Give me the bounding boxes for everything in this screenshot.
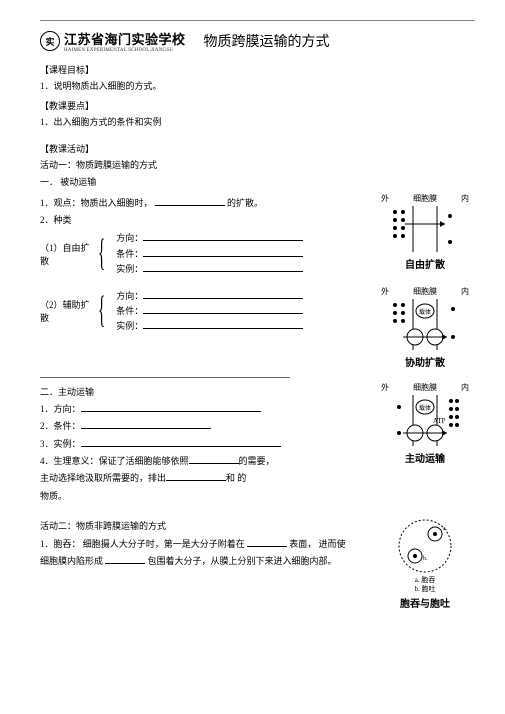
p1-1b: 的扩散。 xyxy=(227,198,263,208)
free-diffusion-svg xyxy=(385,204,465,254)
lab-mem: 细胞膜 xyxy=(413,193,437,204)
school-name: 江苏省海门实验学校 HAIMEN EXPERIMENTAL SCHOOL,JIA… xyxy=(64,29,186,53)
activity-1: 活动一：物质跨膜运输的方式 xyxy=(40,158,475,172)
blank xyxy=(143,319,303,329)
header: 实 江苏省海门实验学校 HAIMEN EXPERIMENTAL SCHOOL,J… xyxy=(40,29,475,53)
lab-mem: 细胞膜 xyxy=(413,382,437,393)
svg-text:a.: a. xyxy=(443,526,448,532)
lab-in: 内 xyxy=(461,286,469,297)
cond-label: 条件： xyxy=(116,249,143,259)
ex-label: 实例： xyxy=(116,321,143,331)
diagram-free-diffusion: 外 细胞膜 内 自由扩散 xyxy=(375,193,475,271)
blank xyxy=(81,419,211,429)
blank xyxy=(166,471,226,481)
lab-out: 外 xyxy=(381,193,389,204)
lab-in: 内 xyxy=(461,382,469,393)
blank xyxy=(81,437,281,447)
facilitated-svg: 载体 xyxy=(385,297,465,352)
endo-2b: 包围着大分子，从膜上分别下来进入细胞内部。 xyxy=(148,556,337,566)
goal-1: 1．说明物质出入细胞的方式。 xyxy=(40,79,475,93)
blank xyxy=(143,289,303,299)
dir-label: 方向： xyxy=(116,291,143,301)
d4-sublabels: a. 胞吞 b. 胞吐 xyxy=(375,576,475,593)
d4-label: 胞吞与胞吐 xyxy=(375,595,475,610)
diagram-active: 外 细胞膜 内 载体 ATP 主动运输 xyxy=(375,382,475,465)
lab-out: 外 xyxy=(381,382,389,393)
svg-text:b.: b. xyxy=(423,556,428,562)
active-sig-b: 的需要， xyxy=(239,456,275,466)
d1-label: 自由扩散 xyxy=(375,256,475,271)
d4b: b. 胞吐 xyxy=(415,585,436,593)
endo-2a: 细胞膜内陷形成 xyxy=(40,556,103,566)
active-5a: 主动选择地汲取所需要的，排出 xyxy=(40,473,166,483)
blank xyxy=(105,554,145,564)
page-title: 物质跨膜运输的方式 xyxy=(204,31,330,51)
school-en: HAIMEN EXPERIMENTAL SCHOOL,JIANGSU xyxy=(64,48,186,53)
kinds: 2．种类 xyxy=(40,213,375,227)
cond-label: 条件： xyxy=(116,306,143,316)
lab-in: 内 xyxy=(461,193,469,204)
endo-exo-svg: a. b. xyxy=(385,516,465,576)
active-cond: 2．条件： xyxy=(40,421,81,431)
school-cn: 江苏省海门实验学校 xyxy=(64,29,186,48)
svg-text:ATP: ATP xyxy=(433,417,446,425)
active-5b: 和 的 xyxy=(226,473,246,483)
passive-heading: 一． 被动运输 xyxy=(40,175,475,189)
item2-label: （2）辅助扩散 xyxy=(40,298,98,324)
blank xyxy=(143,304,303,314)
school-logo: 实 xyxy=(40,31,60,51)
brace-icon: { xyxy=(98,248,105,259)
blank xyxy=(189,454,239,464)
top-rule xyxy=(40,20,475,21)
blank xyxy=(247,537,287,547)
section-key: 【教课要点】 xyxy=(40,99,475,112)
svg-text:载体: 载体 xyxy=(419,404,431,412)
section-goal: 【课程目标】 xyxy=(40,63,475,76)
active-6: 物质。 xyxy=(40,489,375,503)
blank xyxy=(143,231,303,241)
key-1: 1．出入细胞方式的条件和实例 xyxy=(40,115,475,129)
blank xyxy=(81,402,261,412)
carrier-text: 载体 xyxy=(419,308,431,316)
item1-label: （1）自由扩散 xyxy=(40,241,98,267)
diagram-endo-exo: a. b. a. 胞吞 b. 胞吐 胞吞与胞吐 xyxy=(375,516,475,610)
point-1: 1．观点：物质出入细胞时， 的扩散。 xyxy=(40,196,375,210)
active-heading: 二．主动运输 xyxy=(40,385,375,399)
brace-icon: { xyxy=(98,305,105,316)
diagram-facilitated: 外 细胞膜 内 载体 协助扩散 xyxy=(375,286,475,369)
d4a: a. 胞吞 xyxy=(415,576,436,584)
endo-1b: 表面， 进而使 xyxy=(289,539,345,549)
d2-label: 协助扩散 xyxy=(375,354,475,369)
blank xyxy=(143,262,303,272)
endo-1a: 1．胞吞： 细胞摄人大分子时，第一是大分子附着在 xyxy=(40,539,245,549)
facilitated-block: （2）辅助扩散 { 方向： 条件： 实例： xyxy=(40,288,375,335)
dir-label: 方向： xyxy=(116,233,143,243)
ex-label: 实例： xyxy=(116,264,143,274)
blank xyxy=(143,247,303,257)
active-sig-a: 4．生理意义：保证了活细胞能够依照 xyxy=(40,456,189,466)
active-svg: 载体 ATP xyxy=(385,393,465,448)
lab-mem: 细胞膜 xyxy=(413,286,437,297)
active-dir: 1．方向： xyxy=(40,404,81,414)
p1-1a: 1．观点：物质出入细胞时， xyxy=(40,198,153,208)
section-act: 【教课活动】 xyxy=(40,142,475,155)
free-diffusion-block: （1）自由扩散 { 方向： 条件： 实例： xyxy=(40,230,375,277)
lab-out: 外 xyxy=(381,286,389,297)
d3-label: 主动运输 xyxy=(375,450,475,465)
activity-2: 活动二：物质非跨膜运输的方式 xyxy=(40,519,375,533)
active-ex: 3．实例： xyxy=(40,439,81,449)
divider xyxy=(40,377,290,378)
blank xyxy=(155,196,225,206)
